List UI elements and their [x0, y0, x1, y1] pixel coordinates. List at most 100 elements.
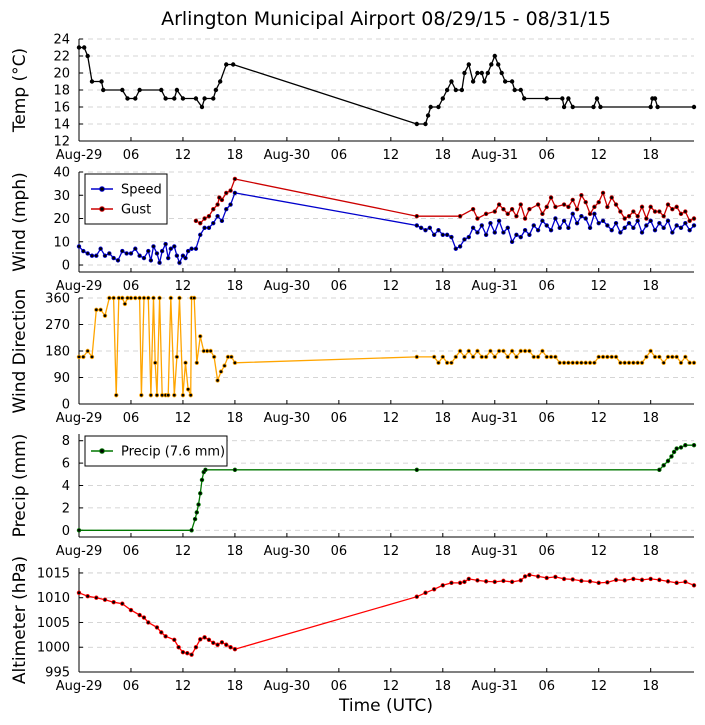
temp-point-temp — [482, 79, 487, 84]
alt-point-altimeter — [189, 652, 194, 657]
wind-point-gust — [579, 193, 584, 198]
wind-point-gust — [566, 204, 571, 210]
dir-point-wind-direction — [177, 295, 182, 301]
wind-point-speed — [462, 237, 467, 242]
wind-x-tick-label: 12 — [383, 279, 400, 294]
dir-point-wind-direction — [522, 348, 528, 354]
wind-point-gust — [228, 188, 233, 193]
wind-point-gust — [470, 207, 476, 212]
temp-point-temp — [99, 79, 104, 84]
chart-title: Arlington Municipal Airport 08/29/15 - 0… — [161, 8, 611, 30]
wind-y-axis-label: Wind (mph) — [10, 172, 30, 272]
wind-point-speed — [157, 260, 162, 265]
dir-point-wind-direction — [574, 360, 580, 365]
precip-point-precip-7-6-mm — [189, 528, 194, 533]
precip-point-precip-7-6-mm — [661, 463, 666, 468]
wind-point-speed — [527, 232, 532, 237]
wind-point-speed — [661, 225, 666, 231]
wind-point-speed — [418, 225, 424, 231]
dir-point-wind-direction — [626, 360, 632, 365]
wind-point-speed — [665, 218, 671, 224]
temp-x-tick-label: 18 — [642, 148, 659, 163]
wind-point-gust — [527, 207, 532, 212]
dir-point-wind-direction — [548, 354, 554, 360]
dir-point-wind-direction — [85, 348, 90, 354]
dir-point-wind-direction — [431, 354, 437, 360]
precip-point-precip-7-6-mm — [192, 516, 198, 522]
precip-x-tick-label: 06 — [331, 544, 348, 559]
precip-point-precip-7-6-mm — [665, 458, 671, 464]
precip-point-precip-7-6-mm — [196, 502, 201, 507]
wind-x-tick-label: 18 — [435, 279, 452, 294]
precip-y-tick-label: 2 — [62, 501, 70, 516]
temp-point-temp — [594, 96, 600, 101]
alt-point-altimeter — [198, 637, 203, 642]
temp-point-temp — [174, 87, 180, 93]
precip-point-precip-7-6-mm — [194, 510, 200, 515]
wind-point-speed — [414, 223, 420, 228]
dir-point-wind-direction — [540, 348, 545, 354]
dir-point-wind-direction — [225, 354, 231, 360]
wind-point-speed — [522, 227, 528, 233]
dir-x-tick-label: Aug-31 — [471, 411, 518, 426]
wind-point-gust — [596, 200, 601, 205]
wind-point-speed — [180, 253, 186, 258]
dir-series-wind-direction — [79, 297, 694, 396]
temp-point-temp — [230, 62, 236, 67]
dir-point-wind-direction — [232, 360, 238, 365]
alt-y-tick-label: 1015 — [37, 566, 70, 581]
temp-point-temp — [479, 70, 484, 76]
wind-point-speed — [206, 225, 212, 231]
wind-point-speed — [678, 225, 684, 231]
precip-x-tick-label: Aug-31 — [471, 544, 518, 559]
wind-point-speed — [483, 232, 489, 237]
wind-legend-marker — [99, 206, 105, 212]
dir-point-wind-direction — [194, 360, 200, 365]
wind-point-speed — [518, 234, 523, 240]
x-axis-label: Time (UTC) — [338, 696, 433, 716]
wind-point-speed — [431, 232, 437, 237]
dir-panel: 0 90 180 270 360 Aug-29 06 12 18 Aug-30 06 12 18 Aug-… — [10, 289, 697, 426]
wind-point-speed — [146, 248, 151, 254]
wind-point-gust — [600, 190, 606, 196]
alt-y-axis-label: Altimeter (hPa) — [10, 556, 30, 684]
wind-point-speed — [102, 253, 108, 258]
dir-point-wind-direction — [652, 354, 658, 360]
wind-point-speed — [76, 244, 82, 249]
wind-point-gust — [587, 211, 593, 217]
wind-point-gust — [670, 207, 675, 212]
alt-point-altimeter — [185, 650, 190, 656]
dir-point-wind-direction — [192, 295, 197, 301]
alt-point-altimeter — [202, 635, 207, 640]
dir-point-wind-direction — [133, 295, 138, 301]
wind-point-gust — [483, 211, 489, 217]
temp-point-temp — [691, 104, 697, 110]
wind-point-gust — [665, 202, 671, 207]
precip-y-tick-label: 4 — [62, 479, 70, 494]
alt-point-altimeter — [483, 579, 489, 584]
dir-point-wind-direction — [440, 354, 446, 360]
wind-point-speed — [618, 230, 623, 235]
alt-point-altimeter — [431, 587, 437, 592]
temp-x-tick-label: 12 — [383, 148, 400, 163]
alt-point-altimeter — [94, 595, 99, 600]
wind-point-speed — [111, 255, 116, 261]
wind-point-speed — [548, 227, 554, 233]
alt-point-altimeter — [102, 597, 108, 602]
wind-point-gust — [609, 195, 614, 200]
dir-point-wind-direction — [116, 295, 122, 301]
temp-x-tick-label: 12 — [590, 148, 607, 163]
temp-point-temp — [502, 79, 508, 84]
temp-panel: 12 14 16 18 20 22 24 Aug-29 06 12 18 Aug-30 06 12 18 Au… — [10, 33, 697, 163]
alt-point-altimeter — [414, 594, 420, 599]
wind-panel: 0 10 20 30 40 Aug-29 06 12 18 Aug-30 06 12 18 Aug-31 0… — [10, 166, 697, 294]
precip-y-tick-label: 0 — [62, 524, 70, 539]
temp-point-temp — [512, 87, 517, 93]
wind-point-speed — [505, 225, 510, 231]
temp-y-tick-label: 20 — [53, 67, 70, 82]
wind-point-gust — [652, 209, 658, 214]
dir-point-wind-direction — [188, 392, 193, 398]
wind-point-gust — [605, 204, 610, 210]
alt-point-altimeter — [193, 645, 199, 650]
wind-legend — [84, 173, 168, 225]
